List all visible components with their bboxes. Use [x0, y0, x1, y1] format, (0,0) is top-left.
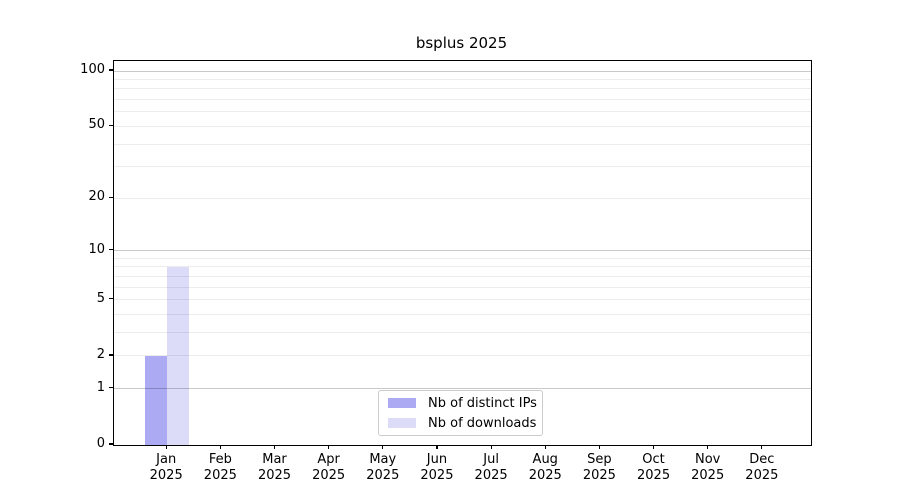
- y-tick-mark: [109, 443, 113, 445]
- y-tick-label: 0: [96, 436, 105, 451]
- y-tick-mark: [109, 124, 113, 126]
- legend-item-distinct-ips: Nb of distinct IPs: [388, 396, 537, 411]
- x-tick-label: May 2025: [366, 452, 400, 483]
- gridline-major: [114, 250, 811, 252]
- y-tick-mark: [109, 354, 113, 356]
- x-tick-label: Nov 2025: [691, 452, 725, 483]
- y-tick-label: 5: [96, 290, 105, 306]
- gridline-minor: [114, 111, 811, 113]
- y-tick-mark: [109, 387, 113, 389]
- gridline-minor: [114, 286, 811, 288]
- x-tick-label: Mar 2025: [257, 452, 292, 483]
- x-tick-label: Aug 2025: [528, 452, 562, 483]
- x-tick-mark: [707, 445, 709, 450]
- x-tick-mark: [598, 445, 600, 450]
- y-tick-mark: [109, 249, 113, 251]
- x-tick-mark: [328, 445, 330, 450]
- gridline-minor: [114, 355, 811, 357]
- legend: Nb of distinct IPs Nb of downloads: [378, 390, 543, 436]
- bar-nb-of-downloads-jan: [167, 266, 190, 445]
- y-tick-label: 2: [96, 346, 105, 362]
- y-tick-label: 10: [88, 241, 105, 257]
- y-tick-label: 50: [88, 117, 105, 133]
- gridline-minor: [114, 143, 811, 145]
- bar-nb-of-distinct-ips-jan: [145, 355, 168, 445]
- x-tick-mark: [490, 445, 492, 450]
- gridline-minor: [114, 275, 811, 277]
- legend-item-downloads: Nb of downloads: [388, 415, 537, 431]
- gridline-minor: [114, 299, 811, 301]
- y-tick-label: 100: [80, 62, 105, 77]
- x-tick-label: Oct 2025: [637, 452, 671, 483]
- x-tick-mark: [652, 445, 655, 450]
- x-tick-label: Feb 2025: [203, 452, 237, 483]
- gridline-minor: [114, 197, 811, 199]
- x-tick-mark: [382, 445, 384, 450]
- chart-title: bsplus 2025: [415, 34, 508, 52]
- gridline-major: [114, 70, 811, 72]
- gridline-minor: [114, 332, 811, 334]
- gridline-minor: [114, 257, 811, 259]
- x-tick-label: Jun 2025: [420, 452, 454, 483]
- x-tick-mark: [436, 445, 438, 450]
- x-tick-mark: [761, 445, 763, 450]
- y-tick-mark: [109, 298, 113, 300]
- x-tick-mark: [165, 445, 167, 450]
- legend-swatch-downloads-icon: [388, 418, 416, 428]
- gridline-minor: [114, 125, 811, 127]
- x-tick-label: Dec 2025: [745, 452, 779, 483]
- gridline-minor: [114, 266, 811, 268]
- y-tick-mark: [109, 69, 113, 71]
- x-tick-mark: [273, 445, 276, 450]
- y-tick-mark: [109, 196, 113, 198]
- gridline-minor: [114, 88, 811, 90]
- x-tick-mark: [544, 445, 546, 450]
- plot-area: [113, 60, 812, 446]
- x-tick-label: Sep 2025: [582, 452, 616, 483]
- gridline-minor: [114, 78, 811, 80]
- gridline-minor: [114, 166, 811, 168]
- y-tick-label: 1: [96, 379, 105, 395]
- x-tick-mark: [219, 445, 221, 450]
- gridline-minor: [114, 314, 811, 316]
- y-tick-label: 20: [88, 189, 105, 205]
- x-tick-label: Jan 2025: [149, 452, 183, 483]
- legend-label-downloads: Nb of downloads: [428, 415, 537, 431]
- x-tick-label: Jul 2025: [474, 452, 508, 483]
- legend-label-distinct-ips: Nb of distinct IPs: [428, 395, 537, 411]
- legend-swatch-distinct-ips-icon: [388, 398, 416, 408]
- x-tick-label: Apr 2025: [312, 452, 346, 483]
- gridline-minor: [114, 99, 811, 101]
